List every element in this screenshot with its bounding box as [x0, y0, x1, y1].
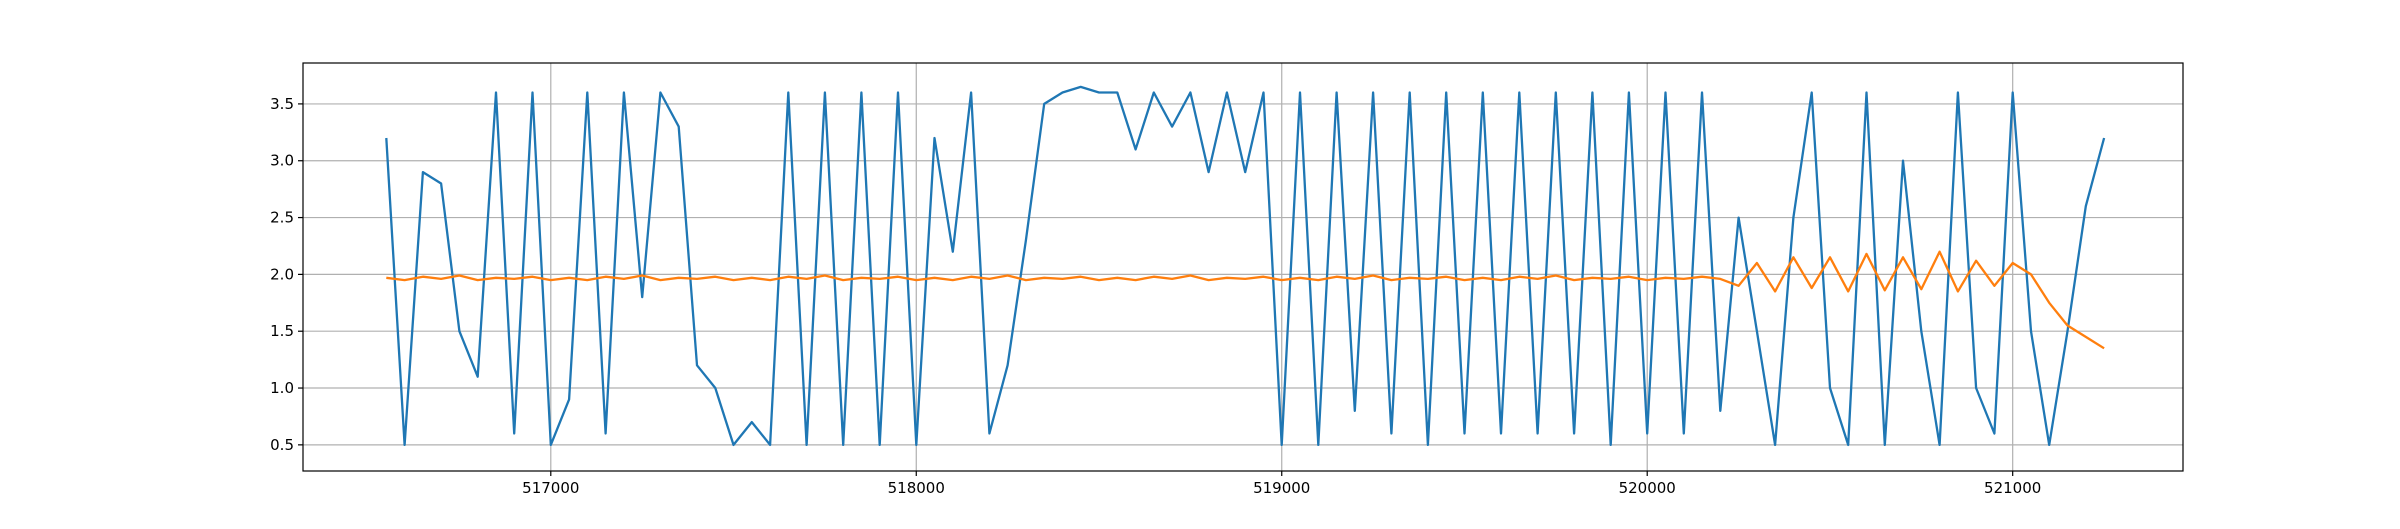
y-tick-label: 1.0	[270, 379, 294, 397]
plot-frame	[302, 62, 2184, 472]
data-line	[386, 250, 2105, 350]
x-tick-label: 521000	[1984, 479, 2041, 497]
y-tick-label: 1.5	[270, 322, 294, 340]
y-tick-label: 0.5	[270, 436, 294, 454]
y-tick-label: 2.0	[270, 265, 294, 283]
x-tick-label: 517000	[522, 479, 579, 497]
y-tick-label: 3.0	[270, 152, 294, 170]
x-tick-label: 520000	[1619, 479, 1676, 497]
data-line	[385, 85, 2106, 447]
y-tick-label: 2.5	[270, 209, 294, 227]
y-tick-label: 3.5	[270, 95, 294, 113]
x-tick-label: 519000	[1253, 479, 1310, 497]
x-tick-label: 518000	[888, 479, 945, 497]
